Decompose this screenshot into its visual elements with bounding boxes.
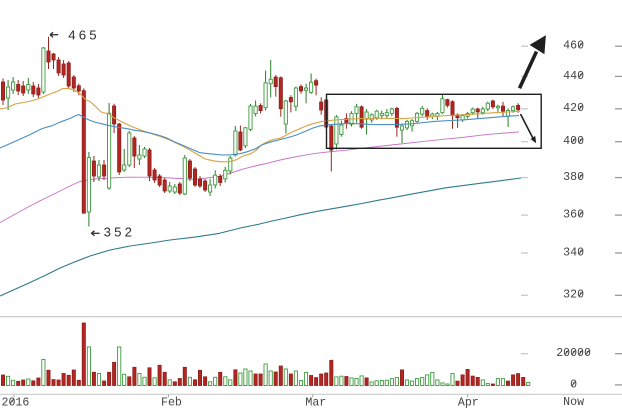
svg-text:20000: 20000 [556, 347, 591, 360]
svg-text:400: 400 [563, 135, 584, 148]
svg-text:360: 360 [563, 209, 584, 222]
svg-text:465: 465 [68, 28, 100, 43]
svg-text:352: 352 [104, 224, 136, 239]
svg-text:2016: 2016 [2, 397, 30, 410]
svg-text:Now: Now [563, 396, 584, 409]
svg-text:440: 440 [563, 70, 584, 83]
svg-text:Apr: Apr [458, 397, 479, 410]
svg-text:Mar: Mar [305, 397, 326, 410]
svg-text:420: 420 [563, 102, 584, 115]
svg-text:380: 380 [563, 171, 584, 184]
svg-text:460: 460 [563, 40, 584, 53]
svg-text:320: 320 [563, 289, 584, 302]
svg-text:340: 340 [563, 246, 584, 259]
svg-text:0: 0 [570, 378, 577, 391]
svg-text:Feb: Feb [161, 397, 182, 410]
